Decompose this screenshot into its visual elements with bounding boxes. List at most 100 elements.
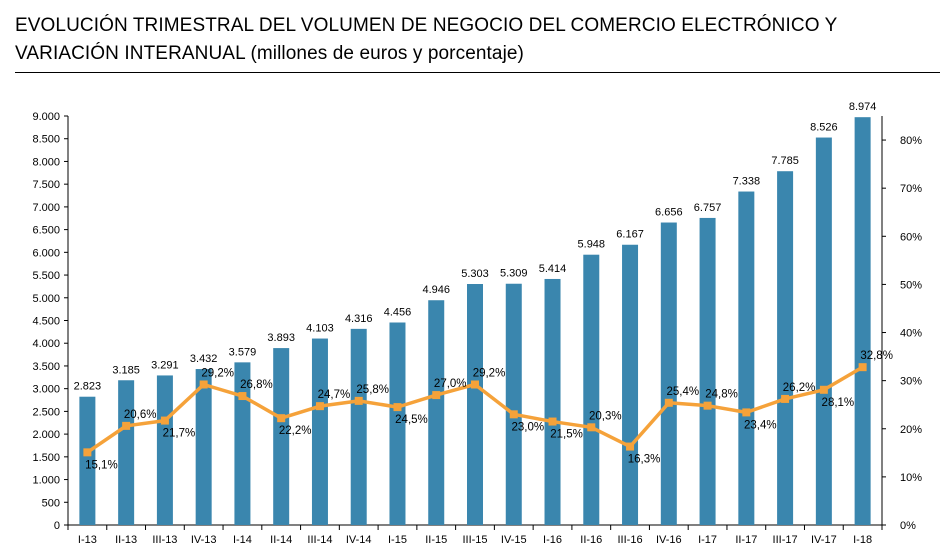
bar: [815, 137, 832, 526]
growth-value-label: 28,1%: [822, 397, 855, 409]
growth-marker: [548, 417, 557, 426]
y-left-tick-label: 8.000: [32, 156, 60, 168]
growth-marker: [393, 403, 402, 412]
title-line-2: VARIACIÓN INTERANUAL (millones de euros …: [15, 40, 940, 68]
growth-value-label: 20,6%: [124, 409, 157, 421]
bar: [467, 284, 483, 525]
chart-title: EVOLUCIÓN TRIMESTRAL DEL VOLUMEN DE NEGO…: [15, 12, 940, 73]
bar: [738, 191, 755, 525]
bar-value-label: 3.291: [151, 359, 179, 371]
bar-value-label: 6.167: [616, 229, 644, 241]
bar-value-label: 4.103: [306, 323, 334, 335]
growth-value-label: 32,8%: [860, 350, 893, 362]
bar: [505, 283, 522, 525]
y-right-tick-label: 60%: [900, 231, 922, 243]
x-tick-label: I-18: [853, 534, 872, 546]
bar: [622, 244, 639, 525]
growth-value-label: 23,4%: [744, 419, 777, 431]
bar-value-label: 5.303: [461, 268, 489, 280]
bar-value-label: 3.893: [267, 332, 295, 344]
x-tick-label: II-15: [425, 534, 447, 546]
x-tick-label: III-17: [773, 534, 798, 546]
growth-value-label: 26,8%: [240, 379, 273, 391]
x-tick-label: III-15: [462, 534, 487, 546]
y-left-tick-label: 5.500: [32, 270, 60, 282]
x-tick-label: IV-14: [346, 534, 372, 546]
growth-marker: [160, 416, 169, 425]
bar-value-label: 4.456: [384, 306, 412, 318]
bar: [156, 375, 173, 525]
x-tick-label: III-13: [152, 534, 177, 546]
growth-marker: [199, 380, 208, 389]
y-right-tick-label: 20%: [900, 424, 922, 436]
growth-value-label: 24,5%: [395, 414, 428, 426]
title-units: (millones de euros y porcentaje): [250, 43, 524, 64]
growth-marker: [509, 410, 518, 419]
bar-value-label: 5.414: [539, 263, 567, 275]
x-tick-label: II-14: [270, 534, 292, 546]
bar-value-label: 6.656: [655, 207, 683, 219]
x-tick-label: I-13: [78, 534, 97, 546]
bar-value-label: 7.785: [771, 155, 799, 167]
bar: [660, 222, 677, 525]
bar: [79, 396, 96, 525]
bar: [118, 380, 135, 525]
bar: [350, 328, 367, 525]
growth-value-label: 23,0%: [511, 421, 544, 433]
y-right-tick-label: 50%: [900, 279, 922, 291]
growth-marker: [432, 391, 441, 400]
y-left-tick-label: 3.500: [32, 361, 60, 373]
bar-value-label: 7.338: [733, 176, 761, 188]
bar-value-label: 2.823: [74, 381, 102, 393]
growth-value-label: 29,2%: [473, 367, 506, 379]
y-right-tick-label: 40%: [900, 328, 922, 340]
growth-value-label: 24,7%: [318, 389, 351, 401]
y-left-tick-label: 4.000: [32, 338, 60, 350]
y-left-tick-label: 0: [54, 520, 60, 532]
growth-value-label: 27,0%: [434, 378, 467, 390]
x-tick-label: IV-17: [811, 534, 837, 546]
y-right-tick-label: 80%: [900, 135, 922, 147]
bar-value-label: 3.579: [229, 346, 257, 358]
growth-value-label: 15,1%: [85, 459, 118, 471]
bar-value-label: 5.309: [500, 268, 528, 280]
y-right-tick-label: 0%: [900, 520, 916, 532]
bar: [583, 254, 600, 525]
bar-value-label: 6.757: [694, 202, 722, 214]
y-left-tick-label: 7.000: [32, 202, 60, 214]
bar: [699, 217, 716, 525]
growth-marker: [238, 392, 247, 401]
growth-value-label: 21,5%: [550, 429, 583, 441]
y-right-tick-label: 10%: [900, 472, 922, 484]
title-main: VARIACIÓN INTERANUAL: [15, 43, 246, 64]
y-right-tick-label: 70%: [900, 183, 922, 195]
bar: [273, 348, 290, 525]
growth-marker: [277, 414, 286, 423]
bar: [544, 278, 561, 525]
y-left-tick-label: 500: [42, 497, 60, 509]
x-tick-label: II-13: [115, 534, 137, 546]
bar-value-label: 3.432: [190, 353, 218, 365]
bar: [854, 117, 871, 526]
growth-marker: [626, 442, 635, 451]
y-left-tick-label: 7.500: [32, 179, 60, 191]
y-left-tick-label: 6.000: [32, 247, 60, 259]
growth-marker: [315, 402, 324, 411]
growth-marker: [664, 398, 673, 407]
growth-value-label: 26,2%: [783, 382, 816, 394]
y-left-tick-label: 5.000: [32, 293, 60, 305]
growth-marker: [781, 394, 790, 403]
bar: [234, 362, 251, 525]
y-left-tick-label: 3.000: [32, 384, 60, 396]
y-left-tick-label: 1.000: [32, 475, 60, 487]
y-left-tick-label: 6.500: [32, 225, 60, 237]
y-left-tick-label: 2.000: [32, 429, 60, 441]
growth-value-label: 16,3%: [628, 454, 661, 466]
growth-value-label: 25,8%: [356, 384, 389, 396]
y-left-tick-label: 1.500: [32, 452, 60, 464]
x-tick-label: I-16: [543, 534, 562, 546]
growth-marker: [354, 396, 363, 405]
bar: [428, 300, 445, 525]
y-left-tick-label: 9.000: [32, 111, 60, 123]
